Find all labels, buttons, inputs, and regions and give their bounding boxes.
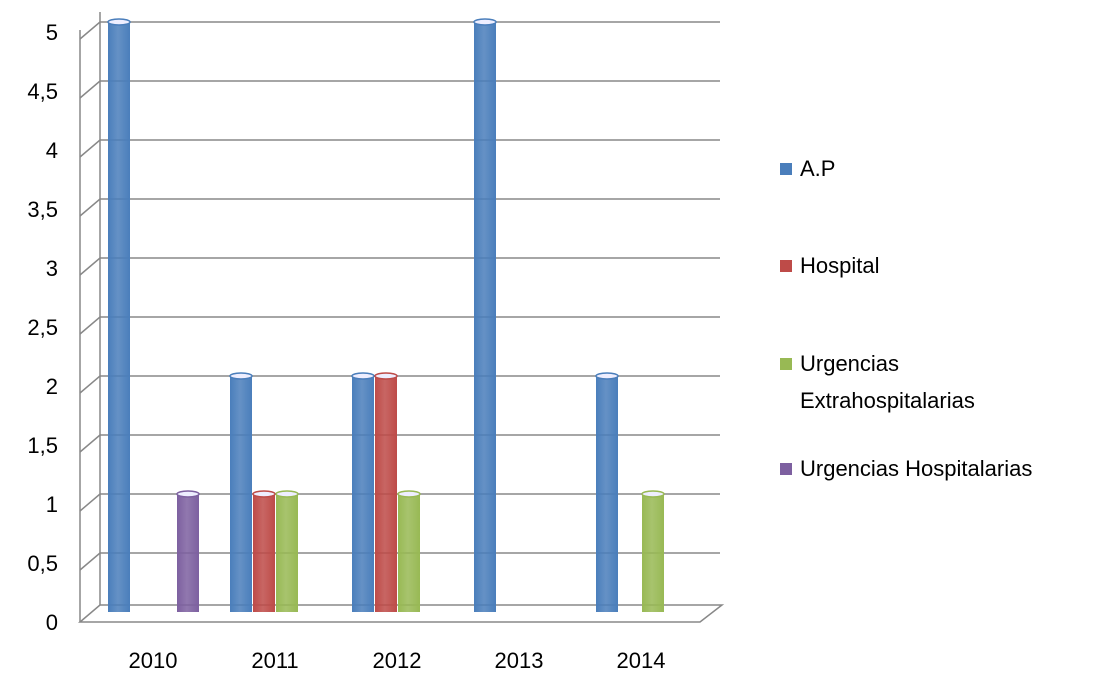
legend-swatch xyxy=(780,358,792,370)
grid-line xyxy=(79,375,720,394)
bar xyxy=(474,22,496,612)
bar-top xyxy=(176,490,200,498)
bar xyxy=(177,494,199,612)
bar-top xyxy=(351,372,375,380)
grid-line xyxy=(79,493,720,512)
bar-top xyxy=(374,372,398,380)
grid-line xyxy=(79,552,720,571)
grid-line xyxy=(79,434,720,453)
bar xyxy=(642,494,664,612)
x-tick-label: 2013 xyxy=(495,648,544,673)
y-tick-label: 5 xyxy=(46,20,58,45)
grid-line xyxy=(79,316,720,335)
legend-item: Urgencias Hospitalarias xyxy=(780,450,1119,487)
legend-item: Urgencias Extrahospitalarias xyxy=(780,345,975,419)
bar xyxy=(596,376,618,612)
grid-line xyxy=(79,198,720,217)
bar-top xyxy=(595,372,619,380)
legend-item: A.P xyxy=(780,150,1119,187)
grid-line xyxy=(79,80,720,99)
y-tick-label: 3 xyxy=(46,256,58,281)
bar-top xyxy=(473,18,497,26)
floor xyxy=(77,604,725,623)
y-tick-label: 0,5 xyxy=(27,551,58,576)
bar xyxy=(108,22,130,612)
y-tick-label: 0 xyxy=(46,610,58,635)
y-tick-label: 2,5 xyxy=(27,315,58,340)
legend-label: Hospital xyxy=(800,253,880,278)
y-tick-label: 1 xyxy=(46,492,58,517)
legend-swatch xyxy=(780,163,792,175)
bar-top xyxy=(397,490,421,498)
y-tick-label: 4 xyxy=(46,138,58,163)
x-tick-label: 2012 xyxy=(373,648,422,673)
grid-line xyxy=(79,139,720,158)
y-tick-label: 1,5 xyxy=(27,433,58,458)
x-tick-label: 2011 xyxy=(251,648,298,673)
bar-top xyxy=(229,372,253,380)
bar-top xyxy=(107,18,131,26)
bar xyxy=(253,494,275,612)
y-tick-label: 4,5 xyxy=(27,79,58,104)
legend-label: Urgencias Hospitalarias xyxy=(800,456,1033,481)
y-tick-label: 3,5 xyxy=(27,197,58,222)
bar xyxy=(352,376,374,612)
bar xyxy=(230,376,252,612)
legend-item: Hospital xyxy=(780,247,1119,284)
bar xyxy=(375,376,397,612)
y-tick-label: 2 xyxy=(46,374,58,399)
bar-top xyxy=(252,490,276,498)
bar-top xyxy=(641,490,665,498)
bar xyxy=(398,494,420,612)
bar xyxy=(276,494,298,612)
bar-top xyxy=(275,490,299,498)
legend-label: Urgencias Extrahospitalarias xyxy=(800,351,975,413)
legend-label: A.P xyxy=(800,156,836,181)
x-tick-label: 2010 xyxy=(129,648,178,673)
grid-line xyxy=(79,257,720,276)
legend-swatch xyxy=(780,260,792,272)
grid-line xyxy=(79,21,720,40)
x-tick-label: 2014 xyxy=(617,648,666,673)
legend-swatch xyxy=(780,463,792,475)
